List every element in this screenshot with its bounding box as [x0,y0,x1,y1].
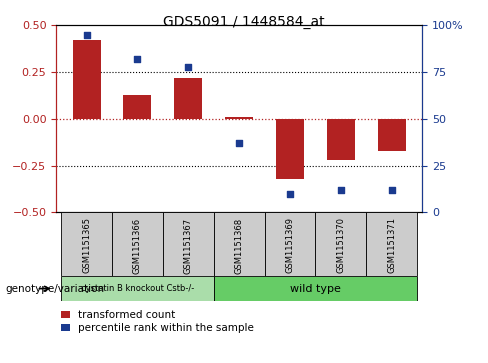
Text: GDS5091 / 1448584_at: GDS5091 / 1448584_at [163,15,325,29]
Point [337,187,345,193]
Bar [73,40,101,119]
Text: GSM1151369: GSM1151369 [285,217,294,273]
Legend: transformed count, percentile rank within the sample: transformed count, percentile rank withi… [61,310,254,333]
Text: GSM1151366: GSM1151366 [133,217,142,274]
Bar [61,276,214,301]
Text: genotype/variation: genotype/variation [5,284,104,294]
Point [134,56,142,62]
Bar [225,117,253,119]
Bar [174,78,202,119]
Text: GSM1151367: GSM1151367 [184,217,193,274]
Text: GSM1151365: GSM1151365 [82,217,91,273]
Point [286,191,294,197]
Bar [378,119,406,151]
Text: wild type: wild type [290,284,341,294]
Point [184,64,192,69]
Bar [264,212,315,276]
Text: GSM1151371: GSM1151371 [387,217,396,273]
Bar [315,212,366,276]
Text: GSM1151370: GSM1151370 [336,217,346,273]
Point [83,32,91,38]
Bar [112,212,163,276]
Bar [327,119,355,160]
Text: GSM1151368: GSM1151368 [235,217,244,274]
Bar [366,212,417,276]
Bar [163,212,214,276]
Point [388,187,396,193]
Bar [276,119,304,179]
Point [235,140,243,146]
Bar [123,95,151,119]
Bar [214,276,417,301]
Text: cystatin B knockout Cstb-/-: cystatin B knockout Cstb-/- [81,284,194,293]
Bar [214,212,264,276]
Bar [61,212,112,276]
